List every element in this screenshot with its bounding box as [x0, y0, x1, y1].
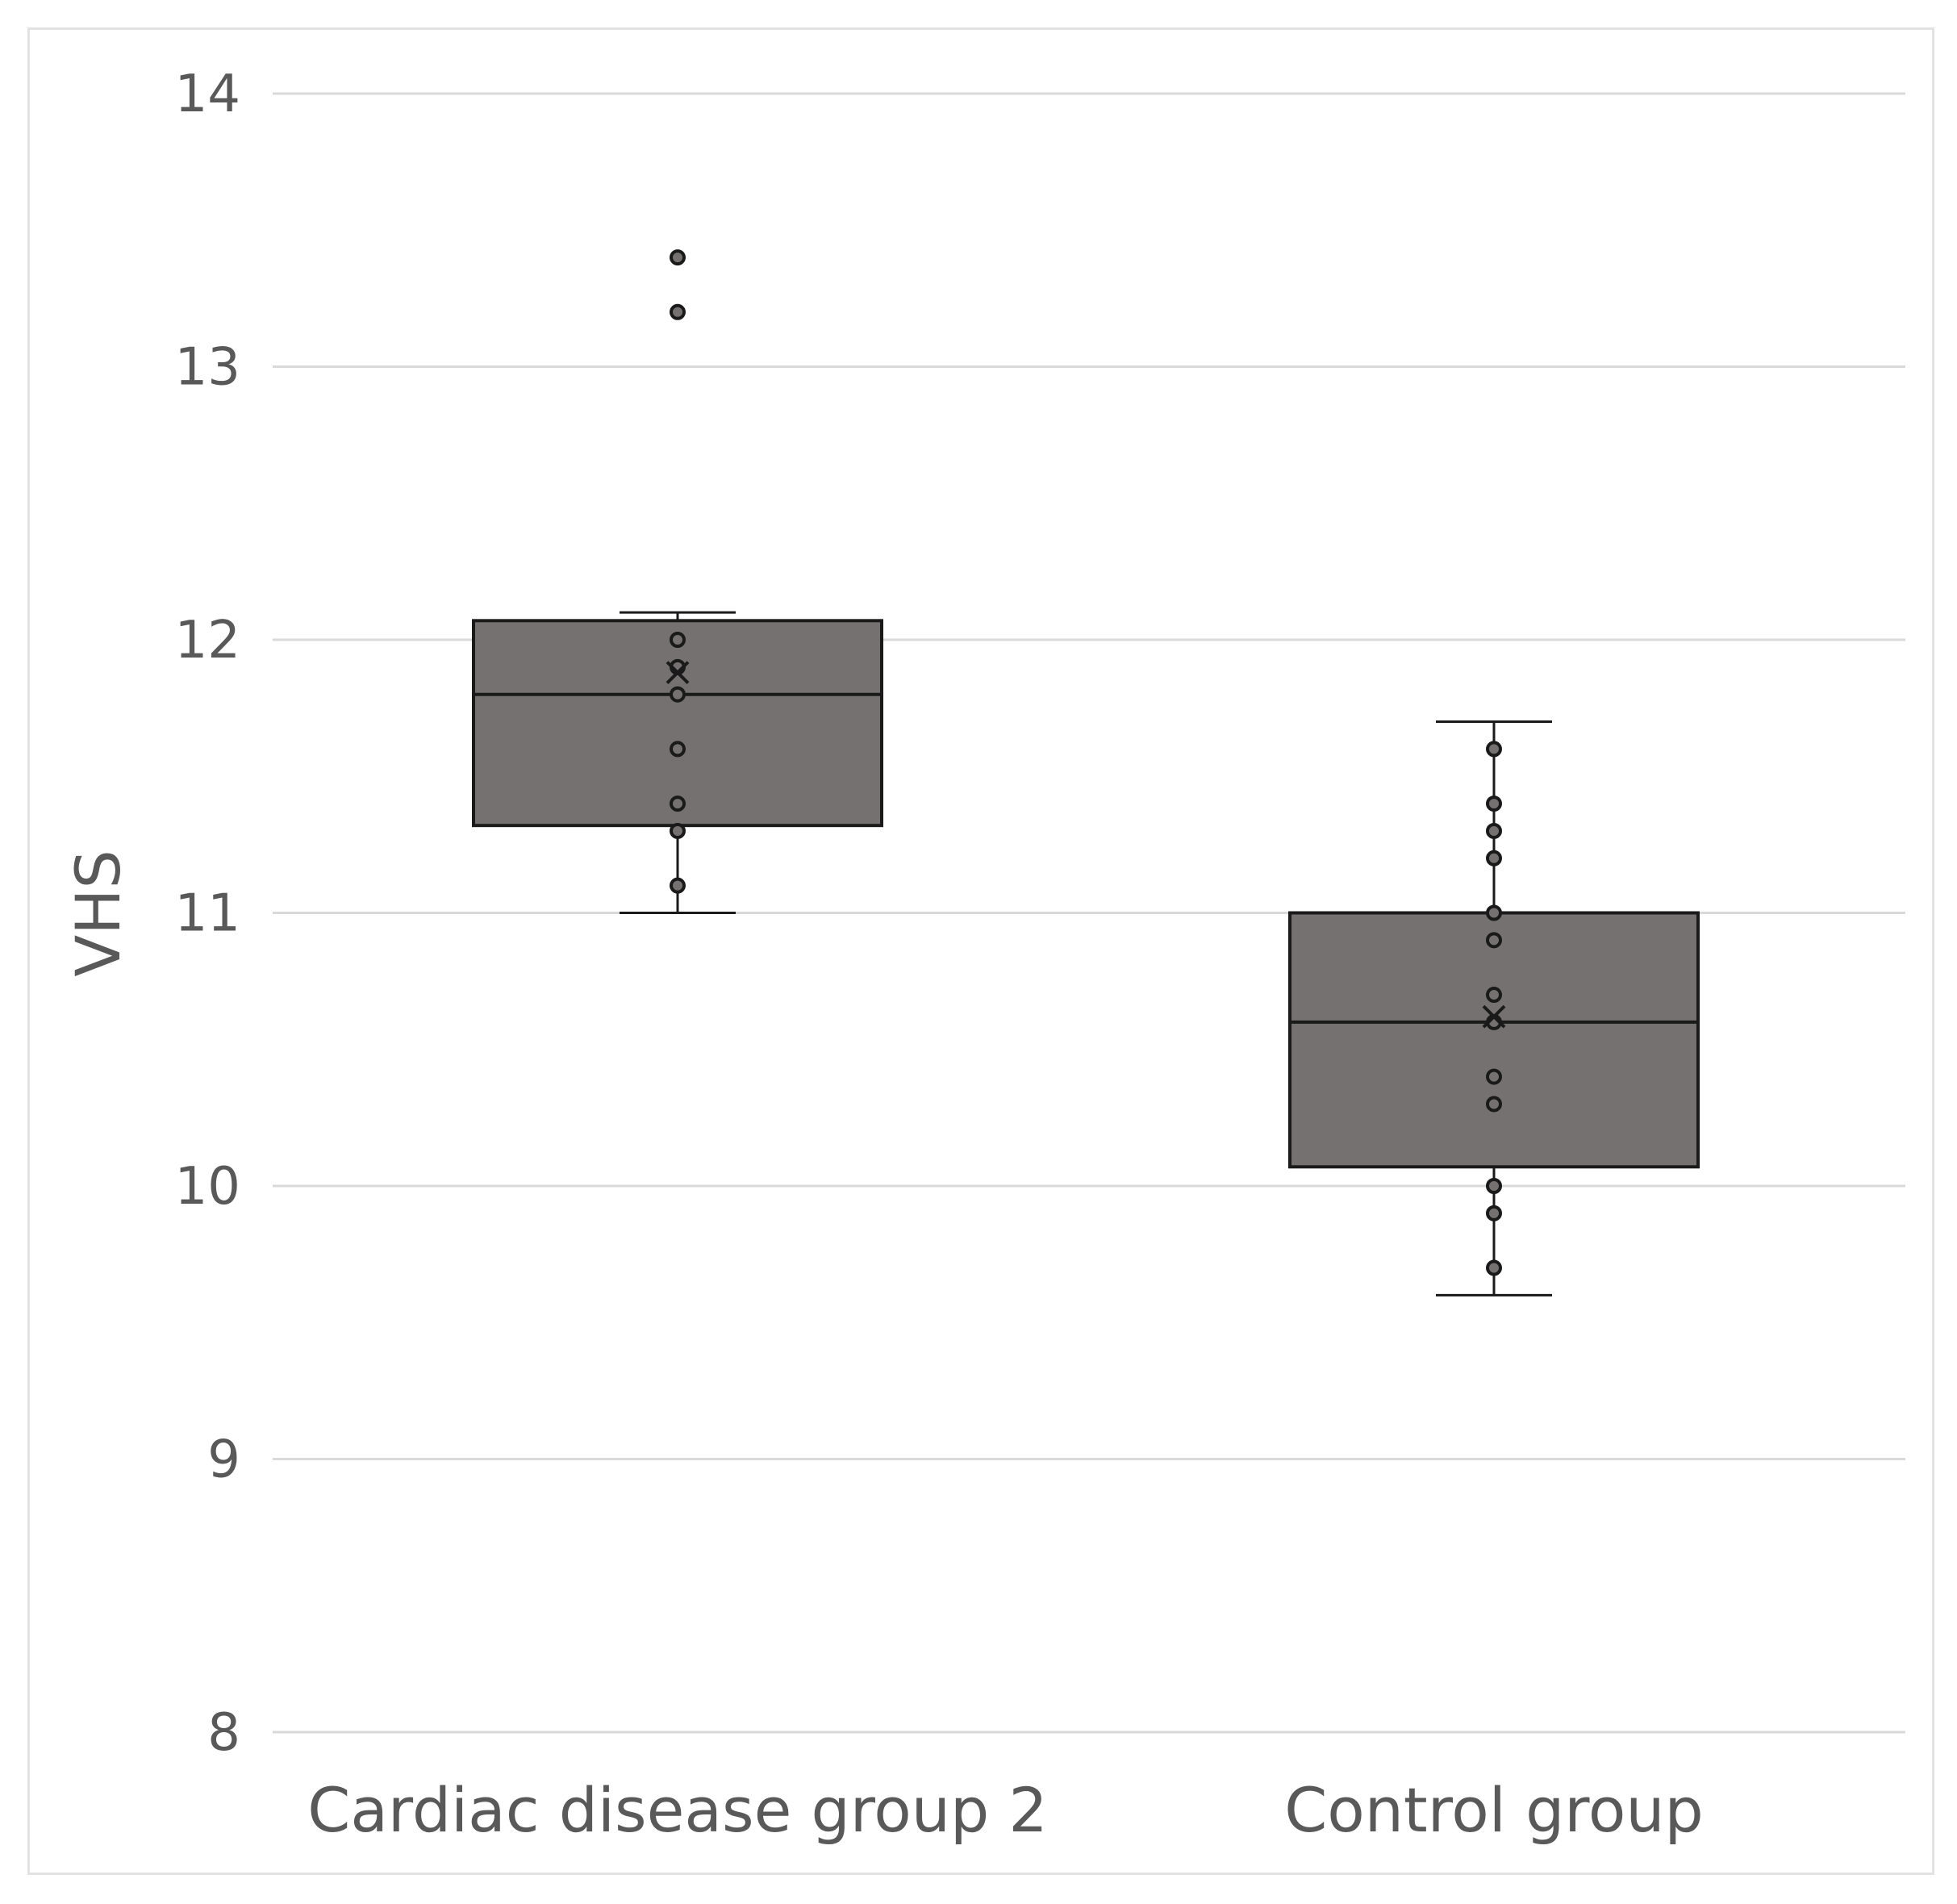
boxes: [472, 249, 1700, 1296]
y-tick-label: 9: [207, 1430, 240, 1490]
data-point: [670, 632, 686, 648]
y-axis-title: VHS: [62, 850, 134, 976]
data-point: [670, 686, 686, 703]
data-point: [670, 822, 686, 839]
category-label: Control group: [1284, 1774, 1704, 1846]
y-tick-label: 11: [175, 884, 240, 944]
data-point: [1486, 1068, 1502, 1085]
y-tick-label: 10: [175, 1157, 240, 1217]
box-group: [472, 249, 883, 914]
y-tick-label: 12: [175, 611, 240, 670]
data-point: [1486, 932, 1502, 949]
data-point: [670, 303, 686, 320]
data-point: [670, 249, 686, 266]
data-point: [1486, 904, 1502, 921]
y-tick-label: 14: [175, 65, 240, 124]
iqr-box: [1288, 911, 1700, 1169]
y-tick-label: 8: [207, 1703, 240, 1763]
data-point: [1486, 795, 1502, 812]
data-point: [670, 877, 686, 894]
mean-marker: [666, 661, 690, 685]
data-point: [1486, 741, 1502, 758]
labels: 8 9 10 11 12 13 14 Cardiac disease group 2 Contr…: [175, 65, 1704, 1846]
data-point: [1486, 1178, 1502, 1194]
iqr-box: [472, 619, 883, 828]
data-point: [1486, 822, 1502, 839]
data-point: [670, 741, 686, 758]
data-point: [1486, 850, 1502, 866]
mean-marker: [1482, 1004, 1506, 1029]
y-tick-label: 13: [175, 338, 240, 398]
data-point: [1486, 1205, 1502, 1221]
category-label: Cardiac disease group 2: [307, 1774, 1047, 1846]
data-point: [1486, 1096, 1502, 1113]
data-point: [1486, 987, 1502, 1004]
data-point: [1486, 1259, 1502, 1276]
data-point: [670, 795, 686, 812]
box-group: [1288, 720, 1700, 1296]
